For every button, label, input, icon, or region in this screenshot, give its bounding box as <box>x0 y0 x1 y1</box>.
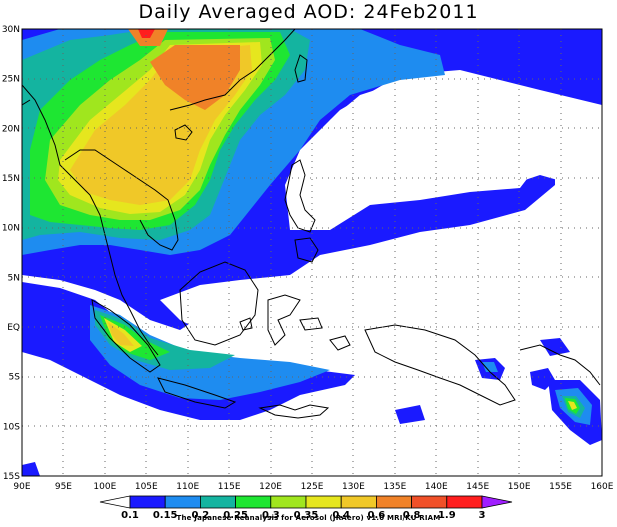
lon-label-105E: 105E <box>135 482 158 492</box>
colorbar-box <box>129 495 166 509</box>
lon-label-150E: 150E <box>508 482 531 492</box>
aod-blue-spot-5 <box>395 405 425 424</box>
lat-label-5N: 5N <box>8 273 20 283</box>
coastlines <box>22 29 601 419</box>
aod-orange <box>150 45 240 110</box>
colorbar: 0.1 0.15 0.2 0.25 0.3 0.35 0.4 0.6 0.8 1.9 3 <box>99 495 513 521</box>
colorbar-box <box>446 495 483 509</box>
graticule <box>22 29 602 476</box>
colorbar-box <box>305 495 342 509</box>
colorbar-box <box>235 495 272 509</box>
coast-sumatra <box>91 299 161 373</box>
lat-label-15S: 15S <box>3 472 20 482</box>
lon-label-140E: 140E <box>425 482 448 492</box>
lon-label-135E: 135E <box>383 482 406 492</box>
lon-label-100E: 100E <box>93 482 116 492</box>
coast-islands-east <box>239 317 601 419</box>
lon-label-110E: 110E <box>176 482 199 492</box>
aod-clear-ocean <box>320 80 602 185</box>
coast-sulawesi <box>267 294 301 346</box>
map-title: Daily Averaged AOD: 24Feb2011 <box>138 1 479 23</box>
lat-label-30N: 30N <box>2 25 20 35</box>
colorbar-label-0.8: 0.8 <box>403 510 421 521</box>
colorbar-label-3: 3 <box>479 510 486 521</box>
lat-label-15N: 15N <box>2 174 20 184</box>
colorbar-box <box>164 495 201 509</box>
coast-luzon <box>284 159 316 233</box>
coast-hainan <box>174 124 193 141</box>
colorbar-label-1.9: 1.9 <box>438 510 456 521</box>
colorbar-label-0.6: 0.6 <box>368 510 386 521</box>
colorbar-arrow-high <box>481 495 513 509</box>
lon-label-145E: 145E <box>466 482 489 492</box>
colorbar-box <box>270 495 307 509</box>
colorbar-box <box>375 495 412 509</box>
colorbar-label-0.1: 0.1 <box>121 510 139 521</box>
longitude-labels: 90E 95E 100E 105E 110E 115E 120E 125E 130E 135E 14… <box>13 482 613 492</box>
coast-borneo <box>179 261 259 346</box>
coast-taiwan <box>294 54 308 83</box>
lon-label-120E: 120E <box>259 482 282 492</box>
aod-blue-spot-7 <box>22 462 40 476</box>
aod-lightblue-south <box>90 305 330 400</box>
lat-label-5S: 5S <box>9 373 21 383</box>
credit-text: The Japanese Reanalysis for Aerosol (JRA… <box>176 514 441 522</box>
lon-label-95E: 95E <box>55 482 72 492</box>
lon-label-130E: 130E <box>342 482 365 492</box>
colorbar-label-0.35: 0.35 <box>294 510 319 521</box>
colorbar-label-0.3: 0.3 <box>262 510 280 521</box>
colorbar-label-0.25: 0.25 <box>223 510 248 521</box>
latitude-labels: 30N 25N 20N 15N 10N 5N EQ 5S 10S 15S <box>2 25 20 482</box>
colorbar-label-0.4: 0.4 <box>332 510 350 521</box>
coast-java <box>157 377 237 409</box>
aod-blue-spot-2 <box>482 362 498 372</box>
colorbar-box <box>340 495 377 509</box>
colorbar-box <box>199 495 236 509</box>
colorbar-box <box>411 495 448 509</box>
coast-newguinea <box>364 324 516 406</box>
lat-label-EQ: EQ <box>7 323 20 333</box>
lon-label-160E: 160E <box>591 482 614 492</box>
lon-label-155E: 155E <box>549 482 572 492</box>
colorbar-label-0.2: 0.2 <box>192 510 210 521</box>
lon-label-115E: 115E <box>218 482 241 492</box>
lat-label-10N: 10N <box>2 224 20 234</box>
aod-clear-south <box>22 225 602 476</box>
aod-blue-spot-6 <box>540 338 570 356</box>
aod-yellow-spot <box>568 401 577 410</box>
colorbar-label-0.15: 0.15 <box>153 510 178 521</box>
lon-label-125E: 125E <box>301 482 324 492</box>
aod-gold-south <box>108 322 134 346</box>
aod-field <box>22 29 602 476</box>
map-frame <box>21 28 603 477</box>
coast-mindanao <box>294 237 319 263</box>
lat-label-20N: 20N <box>2 124 20 134</box>
lat-label-25N: 25N <box>2 75 20 85</box>
colorbar-arrow-low <box>99 495 131 509</box>
lat-label-10S: 10S <box>3 422 20 432</box>
lon-label-90E: 90E <box>13 482 30 492</box>
aod-red-top <box>138 29 155 38</box>
coast-mainland <box>22 29 296 356</box>
